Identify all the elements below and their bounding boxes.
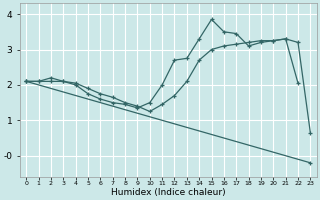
X-axis label: Humidex (Indice chaleur): Humidex (Indice chaleur) <box>111 188 226 197</box>
